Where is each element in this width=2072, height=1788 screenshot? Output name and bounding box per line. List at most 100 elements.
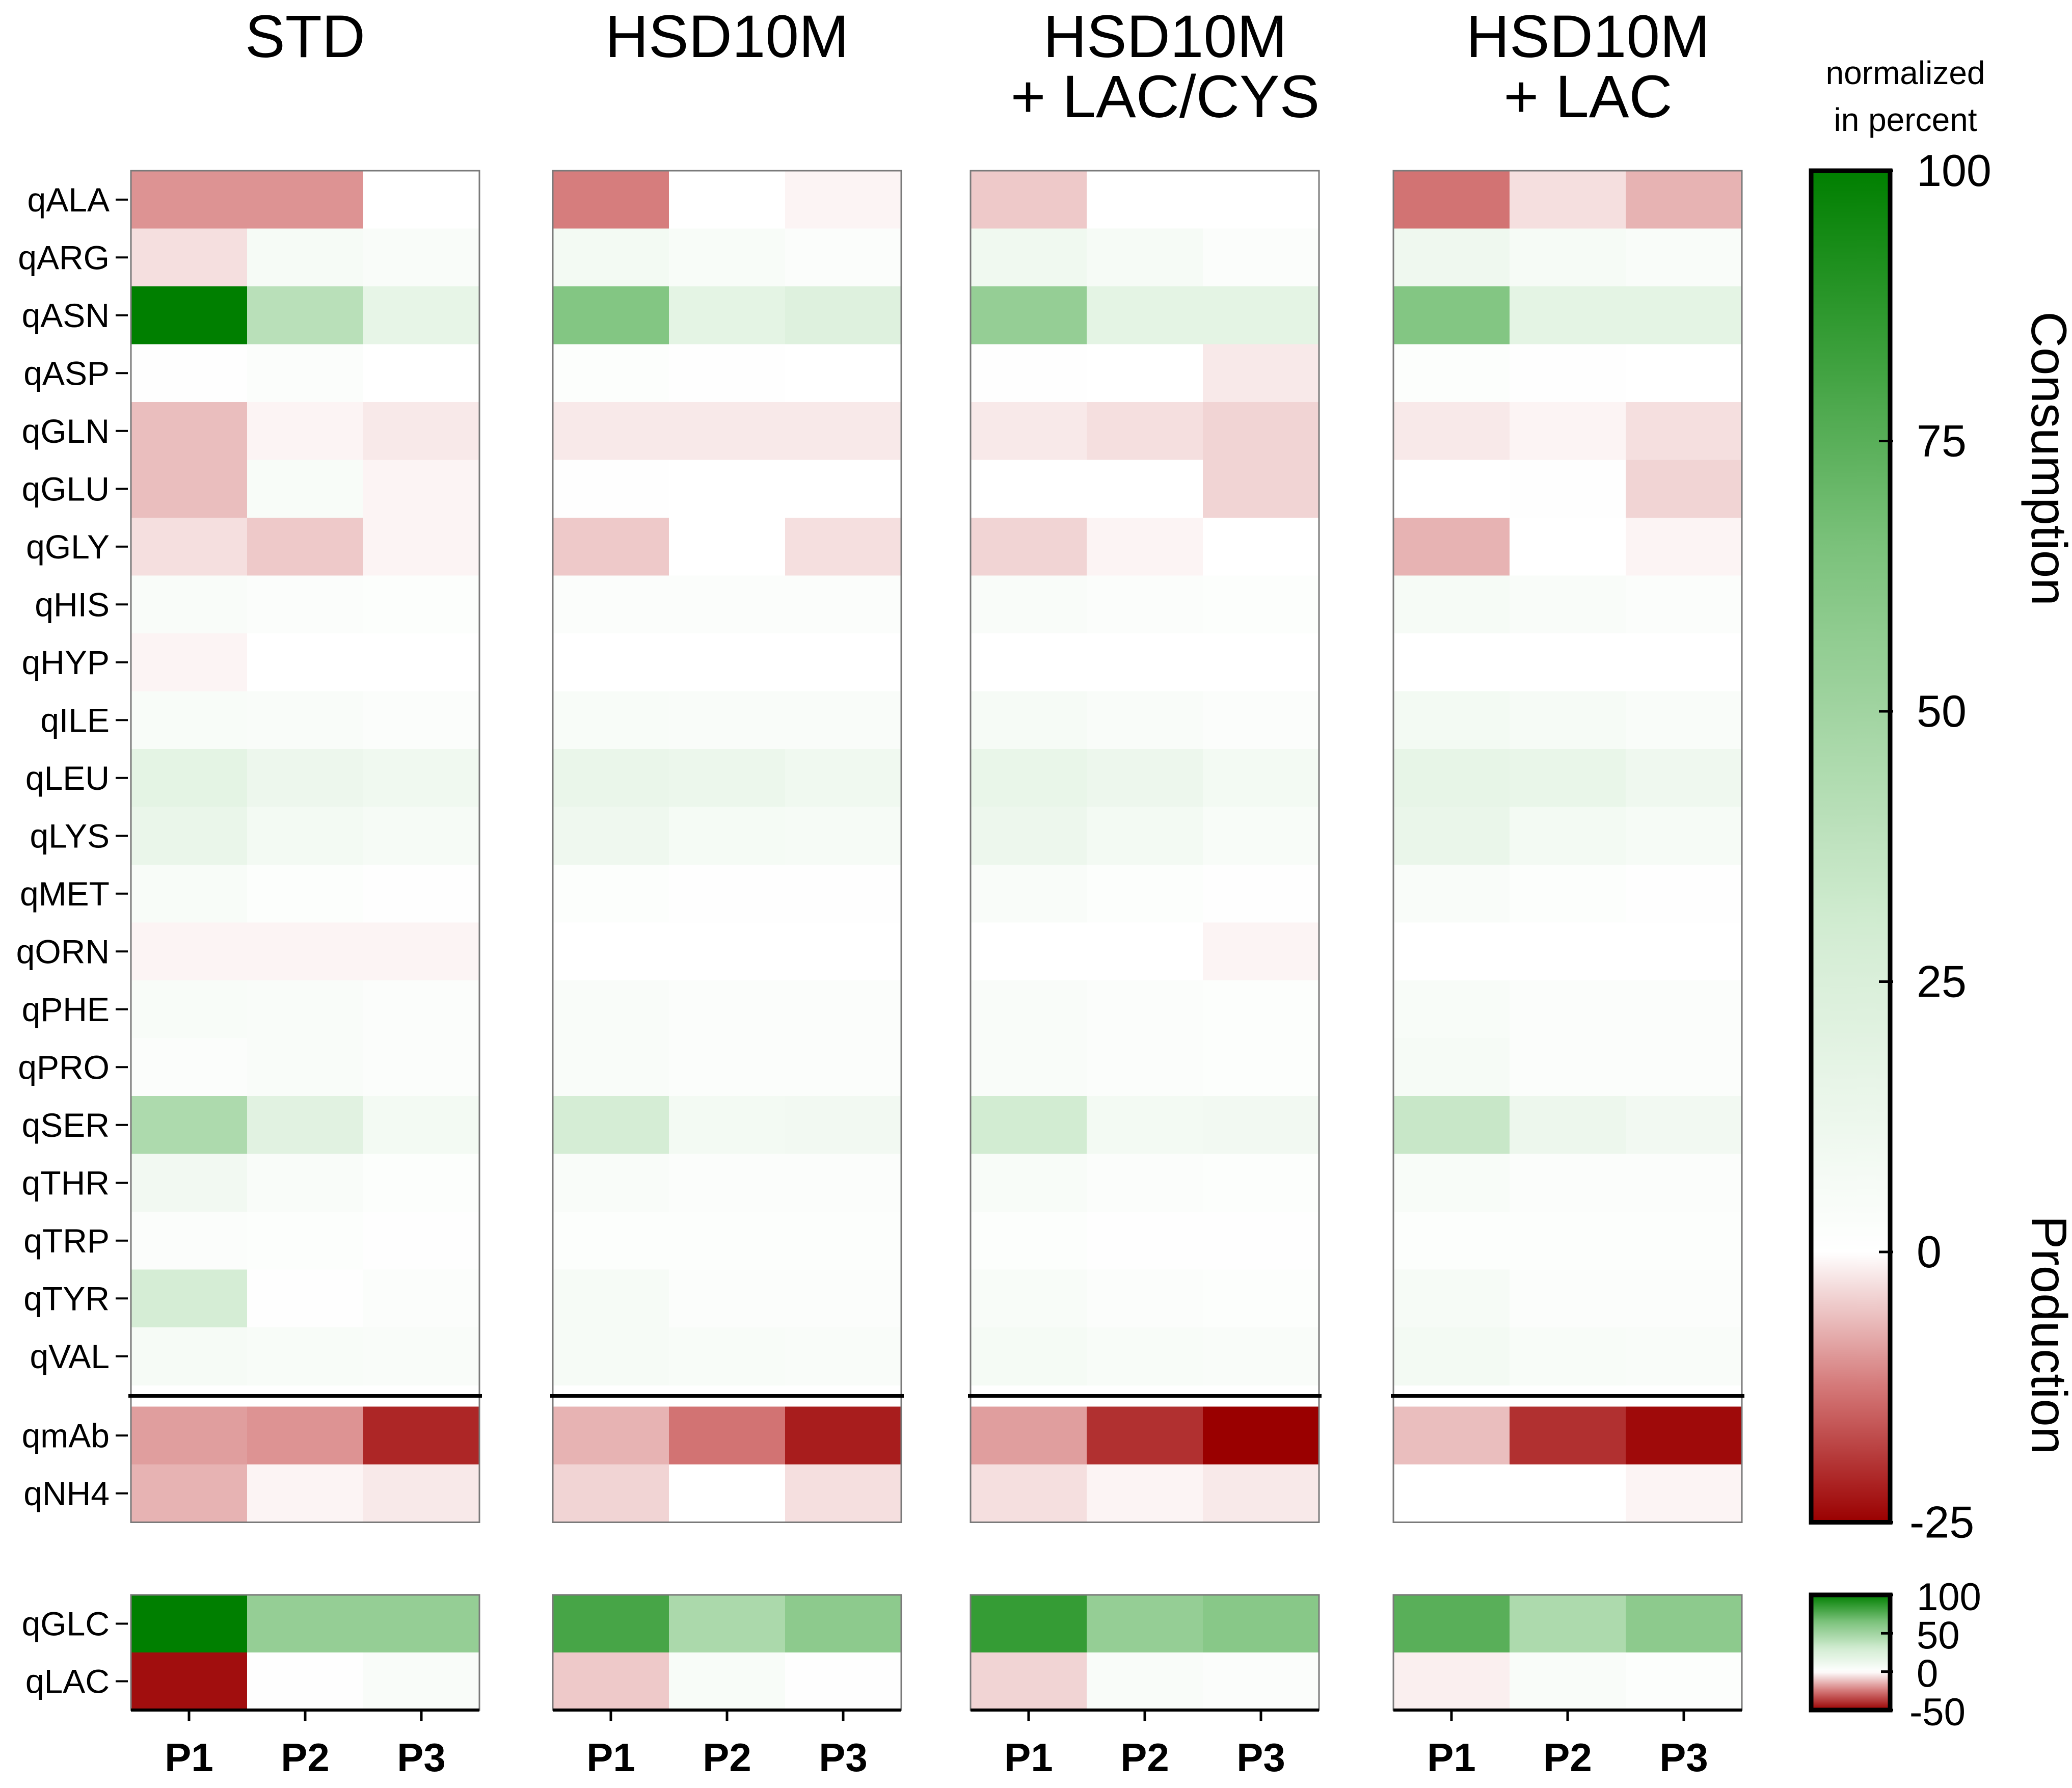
column-label: P1 [1427,1735,1475,1780]
heatmap-cell [971,344,1087,403]
heatmap-cell [553,1595,669,1653]
heatmap-cell [131,171,248,229]
heatmap-cell [1087,1464,1203,1523]
heatmap-cell [1626,518,1742,576]
heatmap-cell [553,171,669,229]
heatmap-cell [785,1154,902,1212]
heatmap-cell [669,286,786,345]
heatmap-cell [553,518,669,576]
heatmap-cell [971,1327,1087,1386]
heatmap-cell [971,402,1087,461]
heatmap-cell [1203,1038,1320,1097]
heatmap-cell [1203,1406,1320,1465]
colorbar-tick-label: 75 [1917,416,1967,466]
heatmap-cell [247,460,364,518]
heatmap-cell [131,1154,248,1212]
heatmap-cell [1626,922,1742,981]
heatmap-cell [971,1096,1087,1155]
heatmap-cell [363,1038,480,1097]
heatmap-cell [1393,344,1510,403]
heatmap-cell [785,460,902,518]
heatmap-cell [669,1406,786,1465]
consumption-label: Consumption [2021,311,2072,605]
heatmap-cell [553,228,669,287]
row-label: qHIS [35,585,110,623]
main-heatmap-cells [971,171,1320,1523]
heatmap-cell [1510,1038,1626,1097]
heatmap-cell [247,1406,364,1465]
heatmap-cell [131,749,248,808]
heatmap-cell [1510,228,1626,287]
heatmap-cell [1626,1269,1742,1328]
heatmap-cell [971,1406,1087,1465]
heatmap-cell [1203,1269,1320,1328]
heatmap-cell [669,171,786,229]
column-label: P1 [1004,1735,1053,1780]
heatmap-cell [1393,1595,1510,1653]
row-label: qARG [18,238,110,276]
heatmap-cell [553,691,669,750]
heatmap-cell [1393,228,1510,287]
heatmap-cell [247,1652,364,1711]
heatmap-cell [1510,1406,1626,1465]
heatmap-cell [1510,980,1626,1039]
column-label: P3 [1659,1735,1708,1780]
heatmap-cell [1626,1096,1742,1155]
heatmap-cell [1087,1595,1203,1653]
heatmap-cell [1393,518,1510,576]
heatmap-cell [363,402,480,461]
heatmap-cell [247,922,364,981]
main-panel-frame [552,170,902,1523]
heatmap-cell [1510,286,1626,345]
heatmap-cell [1510,691,1626,750]
colorbar-title-line: in percent [1834,101,1977,138]
heatmap-cell [1510,1154,1626,1212]
heatmap-cell [1087,344,1203,403]
heatmap-cell [1087,749,1203,808]
heatmap-cell [1393,1464,1510,1523]
colorbar-tick-label: 100 [1917,145,1992,196]
row-label: qPRO [18,1048,110,1086]
heatmap-cell [1203,402,1320,461]
heatmap-cell [1626,633,1742,692]
heatmap-cell [553,460,669,518]
heatmap-cell [1203,460,1320,518]
heatmap-cell [669,1096,786,1155]
heatmap-cell [131,1038,248,1097]
heatmap-cell [785,286,902,345]
heatmap-cell [971,980,1087,1039]
heatmap-cell [785,344,902,403]
colorbar-tick-label: 50 [1917,686,1967,736]
heatmap-cell [363,1464,480,1523]
heatmap-cell [363,575,480,634]
heatmap-cell [1626,228,1742,287]
panel-2: HSD10M P1 P2 P3 [550,3,904,1780]
heatmap-cell [1203,691,1320,750]
heatmap-cell [1203,286,1320,345]
heatmap-cell [131,865,248,923]
heatmap-cell [247,980,364,1039]
heatmap-cell [785,1652,902,1711]
heatmap-cell [553,922,669,981]
heatmap-cell [669,1269,786,1328]
heatmap-cell [1393,1327,1510,1386]
heatmap-cell [1626,460,1742,518]
heatmap-cell [669,1327,786,1386]
heatmap-cell [1087,633,1203,692]
row-label: qmAb [22,1417,110,1454]
heatmap-cell [247,171,364,229]
heatmap-cell [785,1406,902,1465]
heatmap-cell [1393,575,1510,634]
heatmap-cell [1393,865,1510,923]
heatmap-cell [131,1464,248,1523]
row-labels: qALA qARG qASN qASP qGLN qGLU qGLY qHIS qHYP qILE… [16,181,128,1700]
heatmap-cell [669,575,786,634]
heatmap-cell [247,286,364,345]
panel-4: HSD10M+ LAC P1 P2 P3 [1391,3,1744,1780]
column-label: P3 [1236,1735,1285,1780]
panel-1: STD P1 P2 P3 [128,3,482,1780]
colorbar-tick-label: 0 [1917,1652,1938,1696]
heatmap-cell [1626,1464,1742,1523]
heatmap-cell [785,865,902,923]
heatmap-cell [553,1038,669,1097]
